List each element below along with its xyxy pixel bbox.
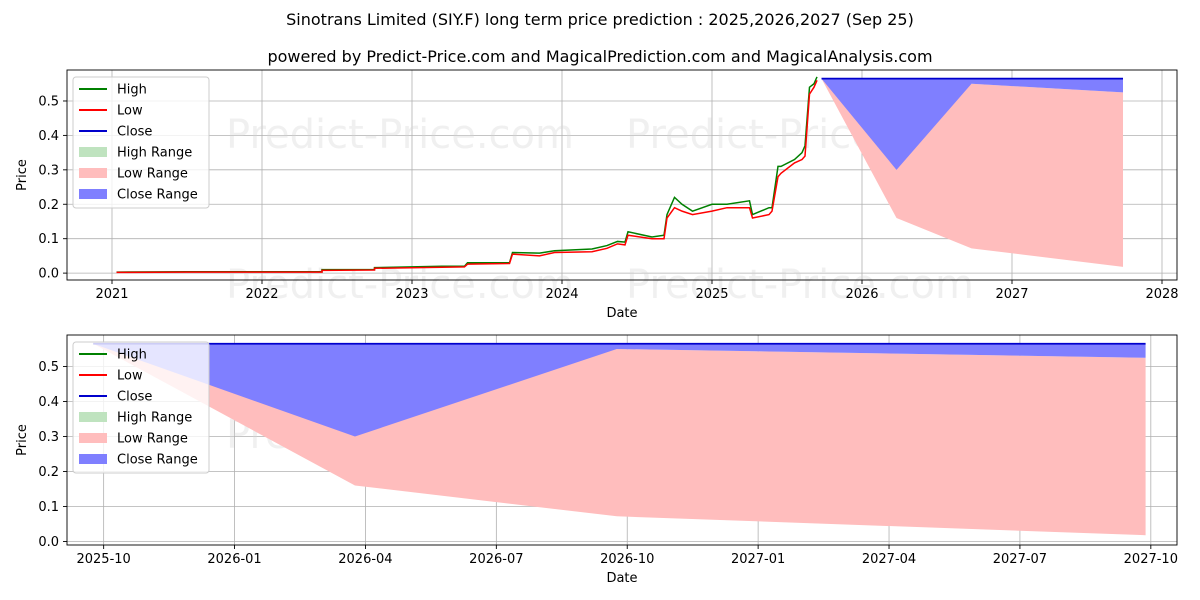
legend-low-range-swatch [79, 168, 107, 178]
x-tick-label: 2026 [845, 287, 878, 302]
y-tick-label: 0.4 [38, 129, 59, 144]
plot-area [93, 342, 1146, 536]
y-tick-label: 0.5 [38, 94, 59, 109]
x-tick-label: 2025-10 [76, 552, 130, 567]
legend-low-range-swatch [79, 433, 107, 443]
watermark-text: Predict-Price.com [626, 262, 974, 308]
x-tick-label: 2022 [245, 287, 278, 302]
plot-area [116, 76, 1123, 274]
legend-close-range-label: Close Range [117, 453, 198, 468]
high-series-line [116, 76, 818, 273]
y-tick-label: 0.3 [38, 430, 59, 445]
chart-subtitle: powered by Predict-Price.com and Magical… [267, 47, 932, 66]
close-range-area [93, 343, 1146, 437]
x-axis-title: Date [606, 306, 637, 321]
watermark-text: Predict-Price.com [226, 112, 574, 158]
legend-close-label: Close [117, 390, 152, 405]
plot-frame [66, 334, 1178, 546]
x-tick-label: 2026-10 [600, 552, 654, 567]
legend-high-range-label: High Range [117, 146, 192, 161]
x-tick-label: 2021 [95, 287, 128, 302]
x-tick-label: 2026-04 [338, 552, 392, 567]
y-tick-label: 0.1 [38, 500, 59, 515]
x-tick-label: 2026-01 [207, 552, 261, 567]
legend-close-label: Close [117, 125, 152, 140]
y-tick-label: 0.0 [38, 267, 59, 282]
legend-low-range-label: Low Range [117, 432, 188, 447]
y-tick-label: 0.2 [38, 465, 59, 480]
y-tick-label: 0.2 [38, 198, 59, 213]
low-range-area [93, 343, 1146, 536]
legend-low-label: Low [117, 104, 143, 119]
y-tick-label: 0.1 [38, 232, 59, 247]
y-tick-label: 0.4 [38, 395, 59, 410]
low-series-line [116, 80, 818, 274]
x-tick-label: 2027 [995, 287, 1028, 302]
x-tick-label: 2028 [1145, 287, 1178, 302]
low-range-area [821, 78, 1123, 267]
x-tick-label: 2027-07 [993, 552, 1047, 567]
close-range-area [821, 78, 1123, 170]
x-tick-label: 2023 [395, 287, 428, 302]
legend: High Low Close High Range Low Range Close Ran… [72, 341, 210, 474]
legend-high-label: High [117, 348, 147, 363]
legend-close-range-label: Close Range [117, 188, 198, 203]
legend-high-range-label: High Range [117, 411, 192, 426]
legend-high-range-swatch [79, 412, 107, 422]
legend-close-range-swatch [79, 189, 107, 199]
forecast-zoom-chart-panel: Predict-Price.comPredict-Price.com2025-1… [15, 334, 1178, 586]
x-tick-label: 2024 [545, 287, 578, 302]
chart-title: Sinotrans Limited (SIY.F) long term pric… [286, 10, 914, 29]
legend-low-label: Low [117, 369, 143, 384]
x-tick-label: 2025 [695, 287, 728, 302]
legend-low-range-label: Low Range [117, 167, 188, 182]
x-tick-label: 2027-10 [1124, 552, 1178, 567]
legend: High Low Close High Range Low Range Close Ran… [72, 76, 210, 209]
long-term-chart-panel: Predict-Price.com Predict-Price.com Predic… [15, 69, 1179, 321]
legend-high-label: High [117, 83, 147, 98]
watermark-text: Predict-Price.com [226, 262, 574, 308]
y-axis-title: Price [15, 424, 30, 456]
y-tick-label: 0.5 [38, 360, 59, 375]
legend-close-range-swatch [79, 454, 107, 464]
x-tick-label: 2027-01 [731, 552, 785, 567]
y-tick-label: 0.3 [38, 163, 59, 178]
legend-high-range-swatch [79, 147, 107, 157]
y-axis-title: Price [15, 159, 30, 191]
plot-frame [66, 69, 1178, 281]
y-tick-label: 0.0 [38, 535, 59, 550]
x-axis-title: Date [606, 571, 637, 586]
x-tick-label: 2026-07 [469, 552, 523, 567]
x-tick-label: 2027-04 [862, 552, 916, 567]
